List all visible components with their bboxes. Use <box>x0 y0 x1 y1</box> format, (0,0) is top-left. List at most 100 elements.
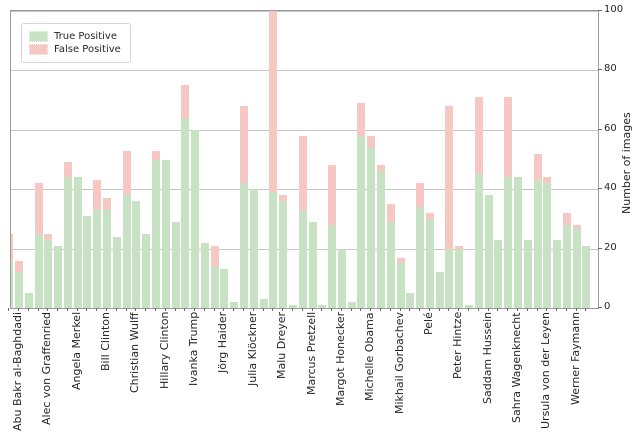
bar-false-positive <box>455 245 464 249</box>
plot-area <box>10 10 599 309</box>
bar-false-positive <box>240 106 249 184</box>
bar-false-positive <box>328 165 337 225</box>
bar-false-positive <box>298 135 307 210</box>
x-tick <box>282 308 284 311</box>
bar-true-positive <box>562 224 571 308</box>
bar-true-positive <box>337 248 346 308</box>
x-tick-label: Saddam Hussein <box>480 312 494 405</box>
legend-label: False Positive <box>54 44 121 55</box>
bar-true-positive <box>543 183 552 308</box>
x-tick <box>556 308 558 311</box>
bar-true-positive <box>474 174 483 308</box>
x-tick-label: Christian Wulff <box>128 312 142 393</box>
bar-true-positive <box>44 239 53 308</box>
bar-true-positive <box>142 233 151 308</box>
bar-true-positive <box>230 302 239 308</box>
y-tick <box>598 128 602 130</box>
legend-label: True Positive <box>54 31 117 42</box>
x-tick <box>301 308 303 311</box>
y-tick <box>598 69 602 71</box>
x-tick <box>409 308 411 311</box>
y-tick-label: 100 <box>604 4 624 15</box>
y-tick <box>598 188 602 190</box>
x-tick <box>487 308 489 311</box>
x-tick <box>8 308 10 311</box>
x-tick <box>96 308 98 311</box>
bar-true-positive <box>523 239 532 308</box>
bar-true-positive <box>308 221 317 308</box>
bar-false-positive <box>103 198 112 210</box>
x-tick <box>86 308 88 311</box>
x-tick <box>536 308 538 311</box>
bar-true-positive <box>112 236 121 308</box>
bar-false-positive <box>34 183 43 234</box>
x-tick <box>399 308 401 311</box>
bar-true-positive <box>11 260 14 308</box>
x-tick <box>66 308 68 311</box>
bar-false-positive <box>562 212 571 225</box>
x-tick <box>526 308 528 311</box>
x-tick <box>252 308 254 311</box>
bar-false-positive <box>122 150 131 196</box>
y-tick <box>598 307 602 308</box>
bar-false-positive <box>376 165 385 172</box>
x-tick <box>458 308 460 311</box>
gridline-80 <box>11 70 598 72</box>
x-tick <box>360 308 362 311</box>
x-tick-label: Hillary Clinton <box>157 312 171 390</box>
bar-true-positive <box>83 215 92 308</box>
bar-true-positive <box>24 293 33 308</box>
x-tick <box>379 308 381 311</box>
bar-true-positive <box>54 245 63 308</box>
x-tick-label: Malu Dreyer <box>275 312 289 380</box>
y-tick-label: 80 <box>604 63 617 75</box>
bar-false-positive <box>63 162 72 178</box>
bar-true-positive <box>425 218 434 308</box>
x-tick <box>57 308 59 311</box>
y-tick-label: 20 <box>604 241 617 253</box>
bar-false-positive <box>367 135 376 148</box>
x-tick-label: Werner Faymann <box>568 312 582 406</box>
bar-true-positive <box>406 293 415 308</box>
x-tick-label: Marcus Pretzell <box>304 312 318 396</box>
bar-true-positive <box>15 272 23 308</box>
bar-true-positive <box>93 210 102 308</box>
x-tick <box>516 308 518 311</box>
x-tick <box>497 308 499 311</box>
bar-true-positive <box>298 210 307 308</box>
bar-true-positive <box>445 248 454 308</box>
y-tick <box>598 10 602 11</box>
y-tick-label: 60 <box>604 122 617 134</box>
bar-true-positive <box>122 195 131 308</box>
x-tick <box>370 308 372 311</box>
x-tick <box>18 308 19 311</box>
bar-false-positive <box>386 204 395 222</box>
bar-true-positive <box>572 227 581 308</box>
bar-false-positive <box>445 106 454 249</box>
x-tick <box>477 308 479 311</box>
x-tick-label: Peter Hintze <box>451 312 465 380</box>
bar-true-positive <box>357 135 366 308</box>
x-tick <box>262 308 264 311</box>
bar-true-positive <box>269 192 278 308</box>
bar-true-positive <box>494 239 503 308</box>
x-tick <box>145 308 147 311</box>
x-tick <box>468 308 470 311</box>
x-tick <box>194 308 196 311</box>
gridline-100 <box>11 11 598 12</box>
x-tick <box>135 308 137 311</box>
bar-false-positive <box>396 257 405 264</box>
x-tick-label: Michelle Obama <box>363 312 377 401</box>
bar-true-positive <box>171 221 180 308</box>
y-tick-label: 0 <box>604 301 611 312</box>
x-tick <box>125 308 127 311</box>
bar-true-positive <box>259 299 268 308</box>
x-tick <box>331 308 333 311</box>
bar-true-positive <box>396 263 405 308</box>
x-tick-label: Alec von Graffenried <box>40 312 54 426</box>
bar-true-positive <box>191 129 200 308</box>
bar-true-positive <box>386 221 395 308</box>
x-tick-label: Jörg Haider <box>216 312 230 374</box>
bar-true-positive <box>34 233 43 308</box>
x-tick <box>575 308 577 311</box>
